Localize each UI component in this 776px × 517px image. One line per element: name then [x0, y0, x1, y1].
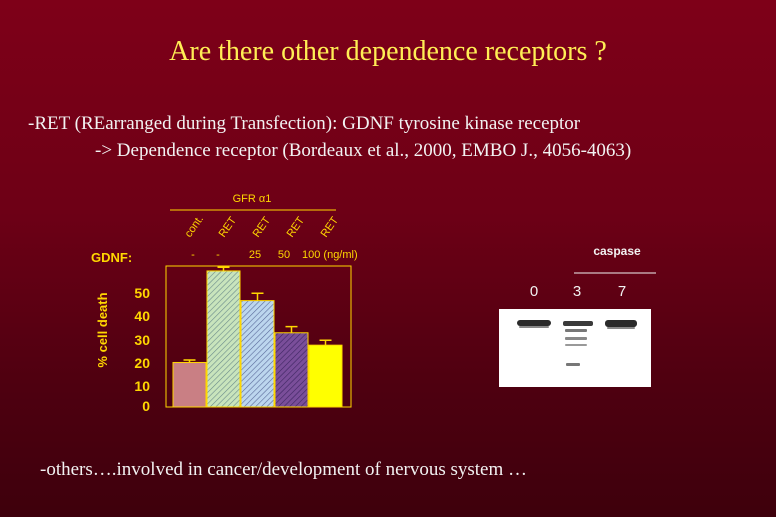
lane-label: 3: [573, 283, 581, 300]
category-label: cont.: [183, 213, 207, 239]
bar-ret-gdnf-50: [274, 332, 309, 408]
gfr-alpha1-label: GFR α1: [233, 193, 272, 205]
error-bar: [319, 339, 332, 346]
ret-definition-text: -RET (REarranged during Transfection): G…: [28, 113, 581, 134]
treatment-label: -: [191, 249, 195, 261]
error-bar: [251, 292, 264, 301]
y-tick-label: 10: [134, 378, 150, 394]
error-bar: [217, 266, 230, 271]
category-label: RET: [251, 215, 274, 240]
y-tick-label: 30: [134, 332, 150, 348]
error-bar: [183, 359, 196, 363]
treatment-label: -: [216, 249, 220, 261]
treatment-label: 50: [278, 249, 290, 261]
bar-control: [172, 361, 207, 408]
y-tick-label: 40: [134, 308, 150, 324]
gdnf-label: GDNF:: [91, 250, 132, 265]
y-tick-label: 0: [142, 398, 150, 414]
y-tick-label: 50: [134, 285, 150, 301]
footer-text: -others….involved in cancer/development …: [40, 459, 528, 480]
y-tick-label: 20: [134, 355, 150, 371]
dependence-receptor-citation: -> Dependence receptor (Bordeaux et al.,…: [95, 140, 632, 161]
category-label: RET: [285, 215, 308, 240]
bar-ret-gdnf-25: [240, 300, 275, 408]
y-axis-label: % cell death: [95, 292, 110, 367]
treatment-label: 25: [249, 249, 261, 261]
treatment-label: 100 (ng/ml): [302, 249, 358, 261]
category-label: RET: [217, 215, 240, 240]
slide-title: Are there other dependence receptors ?: [169, 36, 607, 67]
error-bar: [285, 325, 298, 333]
bar-ret-no-gdnf: [206, 270, 241, 408]
bar-ret-gdnf-100: [308, 344, 343, 408]
category-label: RET: [319, 215, 342, 240]
caspase-label: caspase: [593, 244, 641, 258]
western-blot-image: [499, 309, 651, 387]
lane-label: 0: [530, 283, 538, 300]
lane-label: 7: [618, 283, 626, 300]
